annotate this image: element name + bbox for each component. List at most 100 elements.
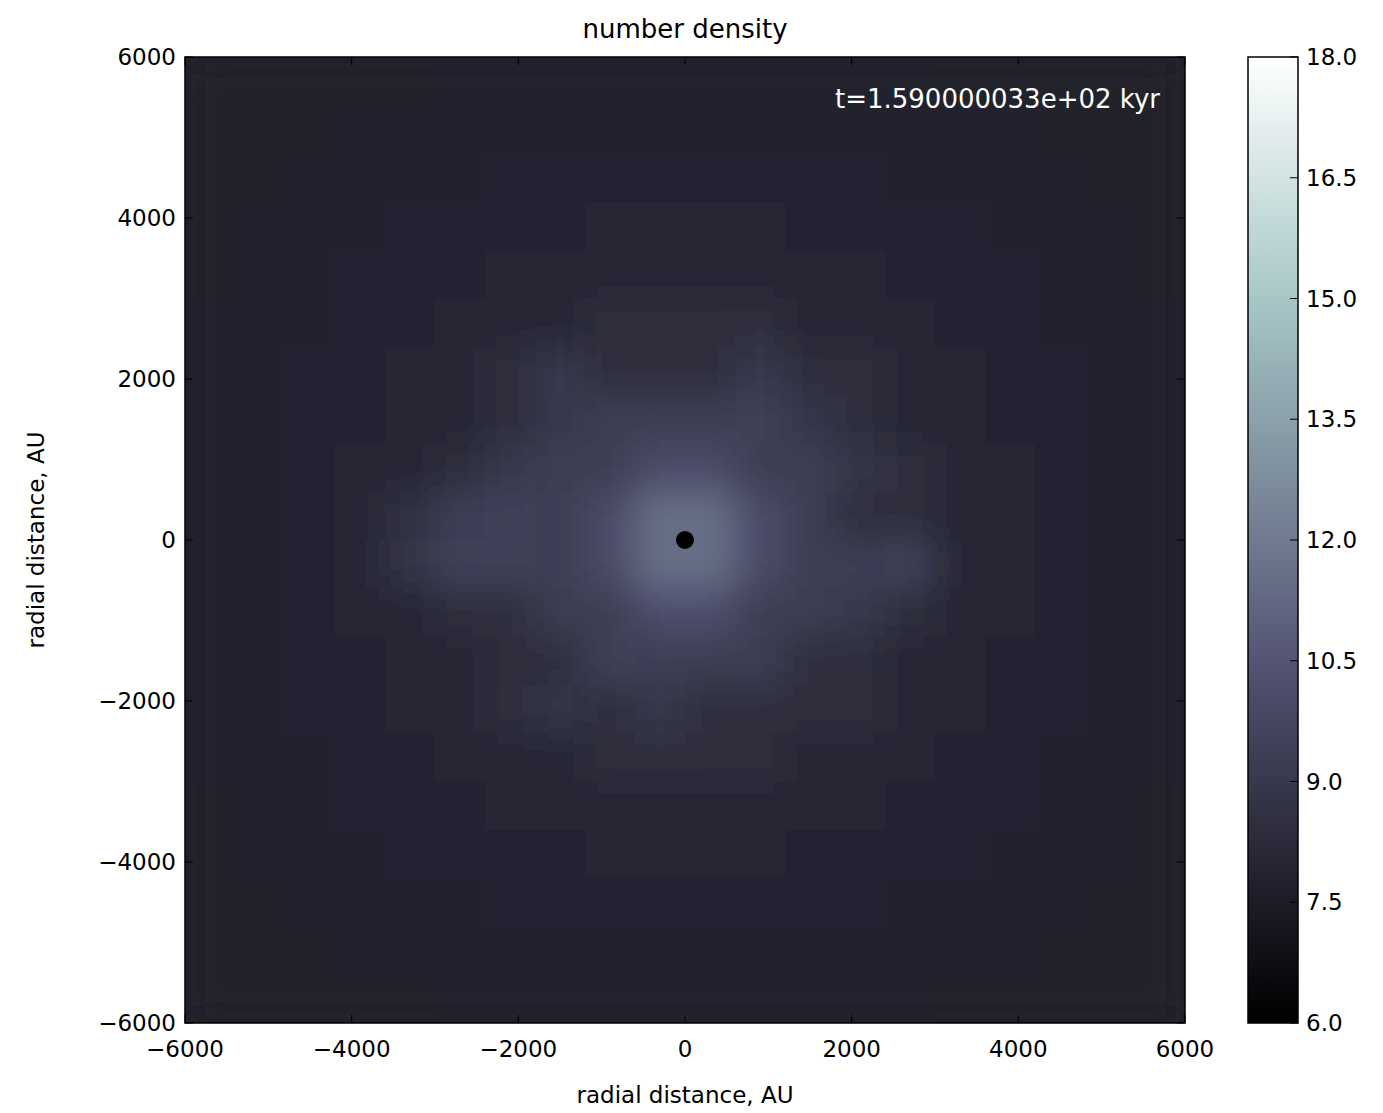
heat-cell (285, 926, 336, 975)
heat-cell (185, 637, 236, 686)
heat-cell (635, 588, 686, 637)
y-tick-label: −2000 (98, 688, 176, 714)
heat-cell (285, 685, 336, 734)
heat-cell (1035, 975, 1086, 1023)
heat-cell (885, 588, 936, 637)
heat-cell (285, 830, 336, 879)
heat-cell (735, 975, 786, 1023)
heat-cell (485, 878, 536, 927)
heat-cell (635, 685, 686, 734)
heat-cell (485, 637, 536, 686)
heat-cell (285, 878, 336, 927)
heat-cell (235, 782, 286, 831)
heat-cell (385, 782, 436, 831)
heat-cell (235, 926, 286, 975)
heat-cell (735, 878, 786, 927)
heat-cell (235, 878, 286, 927)
heat-cell (1135, 299, 1185, 348)
heat-cell (785, 299, 836, 348)
heat-cell (1085, 588, 1136, 637)
heat-cell (685, 540, 736, 589)
heat-cell (935, 685, 986, 734)
heat-cell (235, 347, 286, 396)
heat-cell (285, 782, 336, 831)
cells (185, 57, 1185, 1023)
x-tick-label: −6000 (146, 1036, 224, 1062)
heat-cell (1085, 637, 1136, 686)
heat-cell (635, 443, 686, 492)
heat-cell (985, 202, 1036, 251)
heat-cell (1035, 588, 1086, 637)
heat-cell (535, 250, 586, 299)
heat-cell (535, 926, 586, 975)
heat-cell (935, 154, 986, 203)
heat-cell (435, 105, 486, 154)
heat-cell (785, 202, 836, 251)
heat-cell (335, 105, 386, 154)
heat-cell (435, 685, 486, 734)
heat-cell (585, 975, 636, 1023)
heat-cell (935, 975, 986, 1023)
heat-cell (635, 250, 686, 299)
heat-cell (1135, 685, 1185, 734)
heat-cell (535, 637, 586, 686)
heat-cell (1085, 347, 1136, 396)
heat-cell (335, 685, 386, 734)
heat-cell (335, 540, 386, 589)
heat-cell (485, 57, 536, 106)
heat-cell (735, 105, 786, 154)
title: number density (582, 14, 787, 44)
heat-cell (735, 685, 786, 734)
heat-cell (1035, 830, 1086, 879)
heat-cell (685, 395, 736, 444)
heat-cell (785, 975, 836, 1023)
heat-cell (835, 347, 886, 396)
colorbar-tick-label: 18.0 (1306, 44, 1357, 70)
heat-cell (185, 878, 236, 927)
heat-cell (585, 57, 636, 106)
heat-cell (335, 299, 386, 348)
x-tick-label: 4000 (989, 1036, 1048, 1062)
x-tick-top (685, 57, 686, 65)
heat-cell (235, 588, 286, 637)
heat-cell (735, 57, 786, 106)
heat-cell (785, 443, 836, 492)
heat-cell (585, 685, 636, 734)
y-tick-right (1177, 57, 1185, 58)
heat-cell (585, 588, 636, 637)
heat-cell (685, 637, 736, 686)
heat-cell (285, 154, 336, 203)
heat-cell (485, 202, 536, 251)
heat-cell (185, 492, 236, 541)
heat-cell (935, 299, 986, 348)
heat-cell (985, 492, 1036, 541)
heat-cell (435, 878, 486, 927)
heat-cell (185, 443, 236, 492)
heat-cell (735, 492, 786, 541)
x-tick-top (351, 57, 352, 65)
heat-cell (435, 299, 486, 348)
heat-cell (535, 540, 586, 589)
heat-cell (835, 830, 886, 879)
heat-cell (335, 637, 386, 686)
heat-cell (335, 250, 386, 299)
heat-cell (285, 202, 336, 251)
heat-cell (585, 492, 636, 541)
heat-cell (735, 540, 786, 589)
heat-cell (1135, 878, 1185, 927)
x-tick-top (1185, 57, 1186, 65)
heat-cell (585, 830, 636, 879)
heat-cell (1035, 154, 1086, 203)
plot-background (185, 57, 1185, 1023)
heat-cell (635, 347, 686, 396)
heat-cell (535, 299, 586, 348)
heat-cell (985, 733, 1036, 782)
y-tick-right (1177, 218, 1185, 219)
heat-cell (285, 443, 336, 492)
heat-cell (785, 685, 836, 734)
heat-cell (935, 540, 986, 589)
heat-cell (485, 733, 536, 782)
heat-cell (785, 926, 836, 975)
heat-cell (385, 588, 436, 637)
heat-cell (285, 588, 336, 637)
